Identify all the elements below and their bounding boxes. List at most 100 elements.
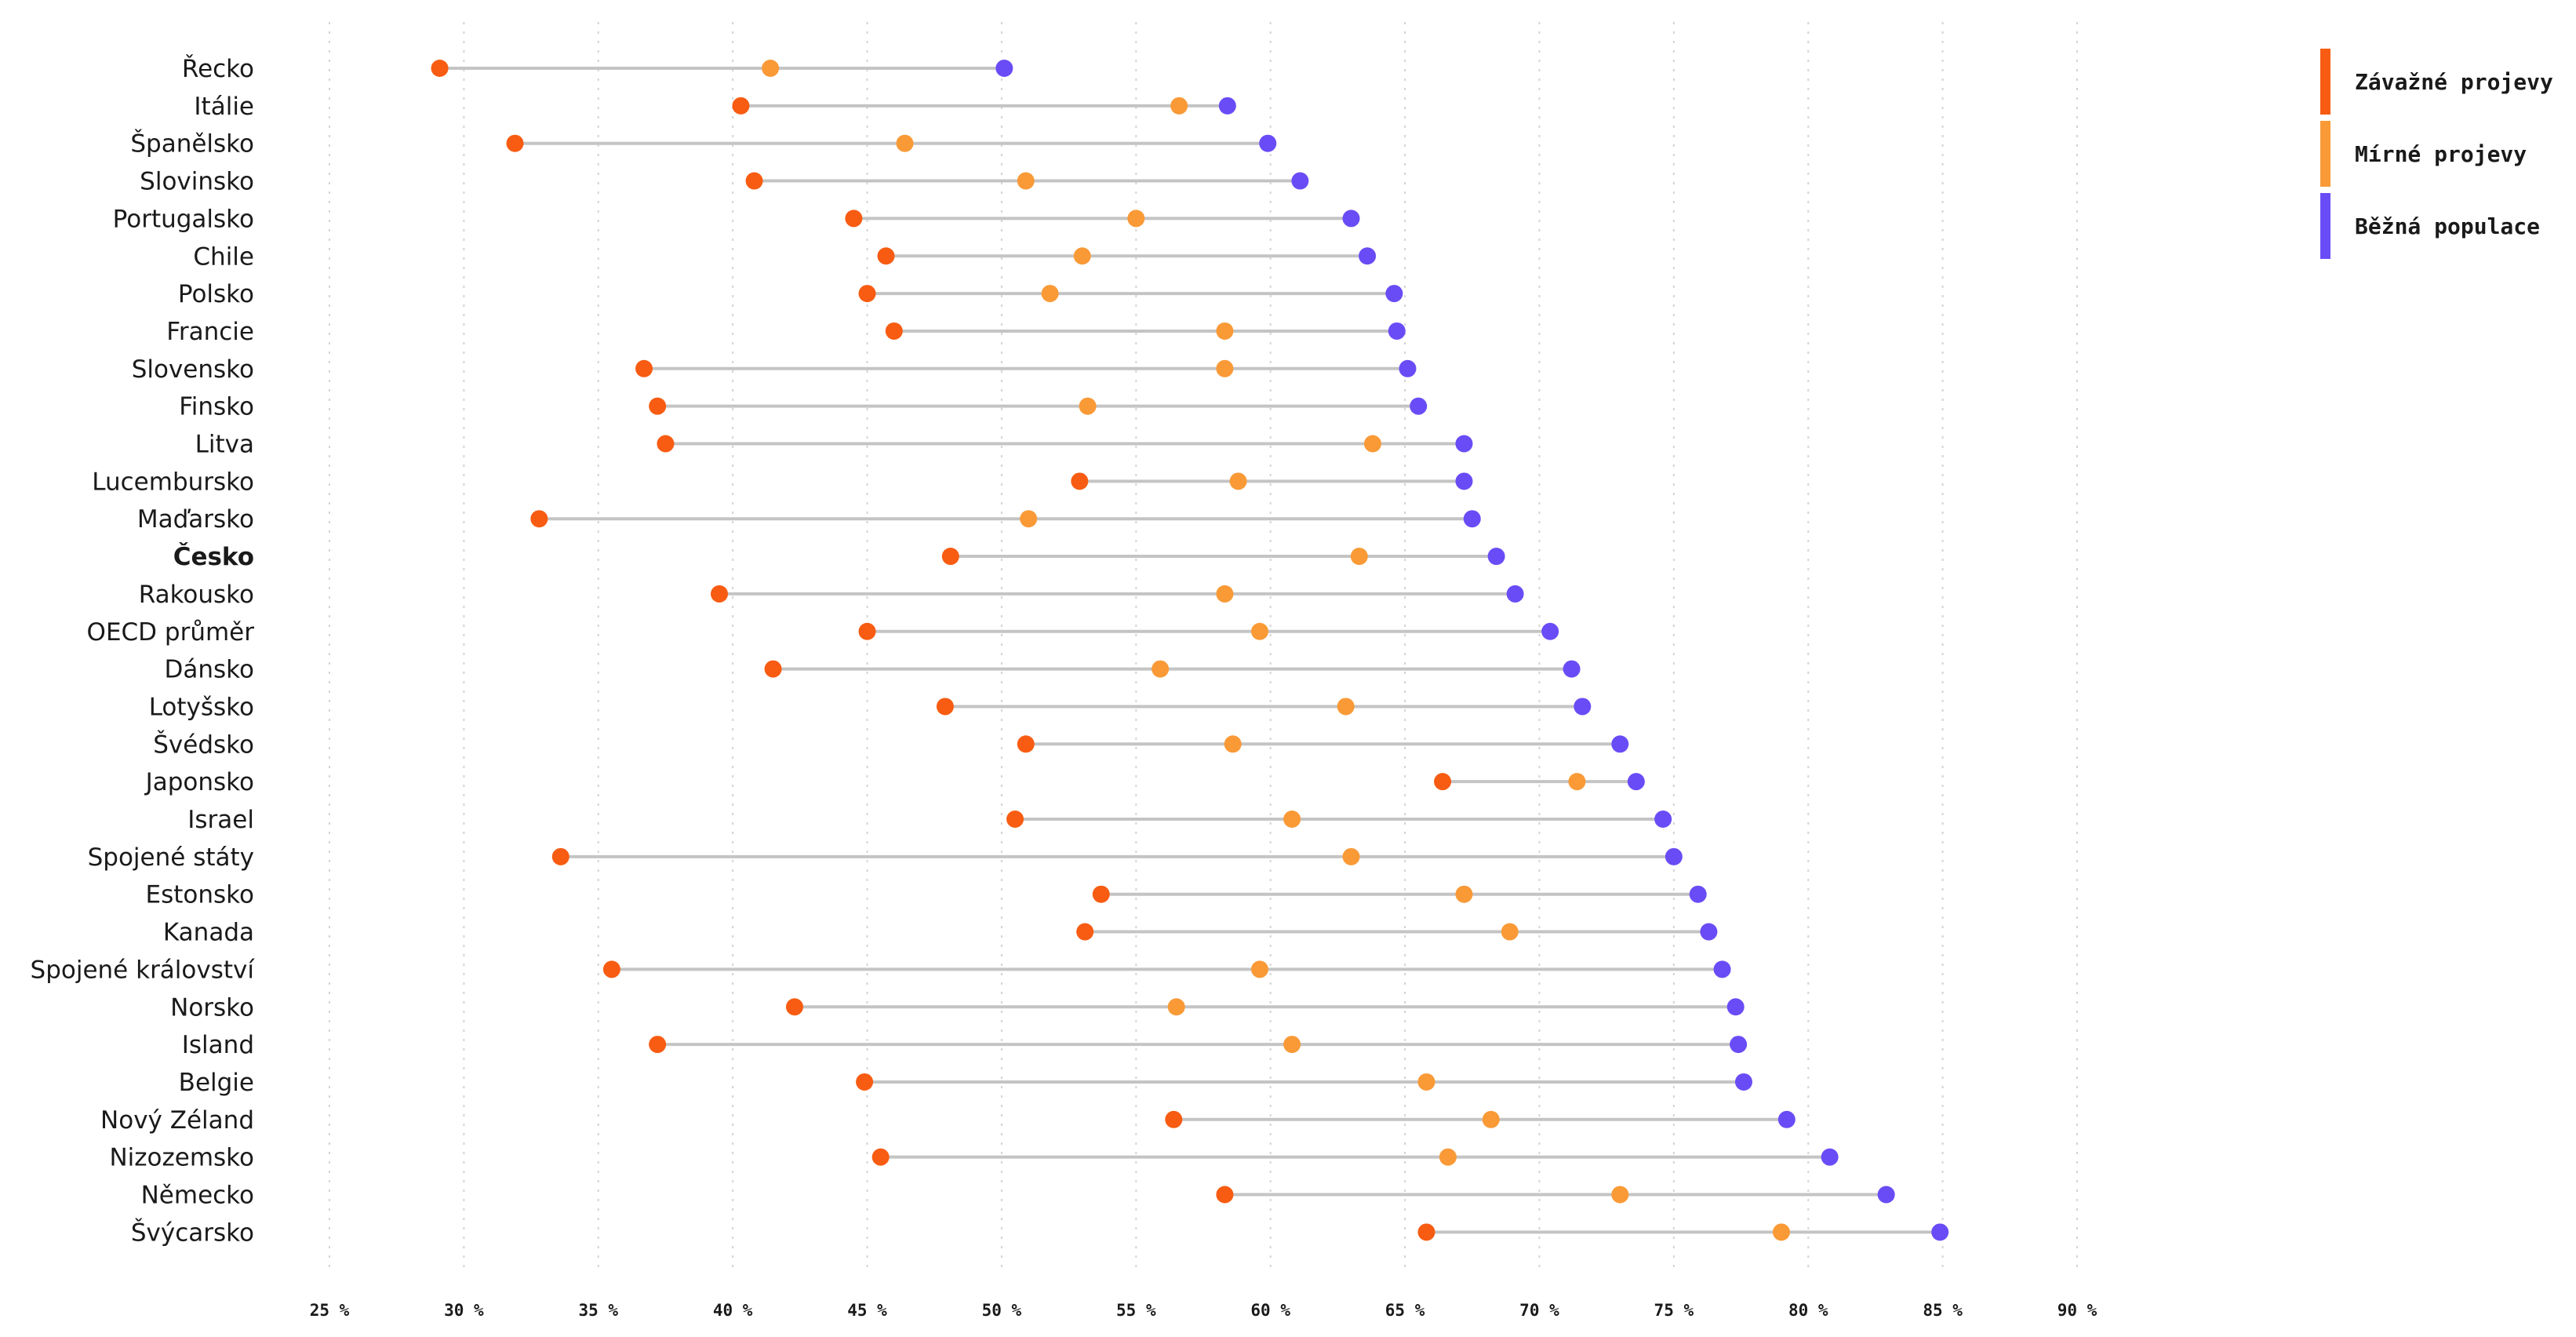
chart-row: Česko: [173, 542, 1505, 571]
legend-label: Závažné projevy: [2355, 69, 2553, 95]
country-label: Španělsko: [130, 129, 254, 158]
general-point: [1359, 247, 1377, 265]
severe-point: [1071, 472, 1089, 490]
country-label: Slovensko: [132, 355, 254, 384]
general-point: [1455, 435, 1473, 453]
chart-row: Rakousko: [139, 581, 1524, 609]
general-point: [1730, 1036, 1748, 1054]
chart-row: Portugalsko: [113, 205, 1360, 233]
x-tick-label: 60 %: [1250, 1301, 1290, 1320]
general-point: [1777, 1110, 1796, 1128]
general-point: [1218, 97, 1236, 115]
chart-row: Švédsko: [153, 730, 1629, 759]
legend-label: Běžná populace: [2355, 213, 2540, 239]
chart-row: Belgie: [179, 1069, 1752, 1097]
country-label: Slovinsko: [140, 168, 254, 196]
mild-point: [1568, 773, 1586, 791]
chart-row: Lucembursko: [92, 468, 1473, 496]
mild-point: [1073, 247, 1091, 265]
mild-point: [1216, 359, 1234, 377]
chart-row: Nový Zéland: [100, 1106, 1796, 1135]
country-label: Island: [182, 1031, 254, 1059]
country-label: Litva: [195, 431, 254, 459]
severe-point: [936, 698, 954, 716]
general-point: [1388, 322, 1406, 340]
chart-row: OECD průměr: [87, 618, 1559, 647]
severe-point: [649, 1036, 667, 1054]
country-label: Kanada: [163, 919, 254, 947]
country-label: Nizozemsko: [109, 1144, 254, 1172]
chart-row: Německo: [141, 1182, 1895, 1210]
mild-point: [1482, 1110, 1500, 1128]
severe-point: [732, 97, 750, 115]
chart-row: Lotyšsko: [149, 693, 1592, 721]
mild-point: [1250, 622, 1268, 640]
chart-row: Estonsko: [146, 881, 1707, 909]
country-label: Norsko: [170, 993, 254, 1022]
severe-point: [530, 510, 548, 528]
severe-point: [1076, 923, 1094, 941]
mild-point: [1041, 285, 1059, 303]
country-label: Řecko: [182, 55, 254, 83]
legend-swatch: [2320, 121, 2330, 187]
mild-point: [1127, 209, 1145, 228]
country-label: Dánsko: [165, 656, 254, 684]
country-label: Spojené království: [31, 956, 256, 984]
x-axis-ticks: 25 % 30 % 35 % 40 % 45 % 50 % 55 % 60 % 65 % 70 %…: [310, 1301, 2098, 1320]
mild-point: [1417, 1073, 1435, 1091]
mild-point: [1337, 698, 1355, 716]
chart-row: Francie: [166, 318, 1406, 346]
general-point: [1931, 1223, 1949, 1241]
general-point: [1506, 585, 1524, 603]
general-point: [1726, 998, 1745, 1016]
chart-row: Island: [182, 1031, 1748, 1059]
mild-point: [1152, 660, 1170, 678]
chart-row: Norsko: [170, 993, 1745, 1022]
mild-point: [762, 60, 780, 77]
x-tick-label: 35 %: [578, 1301, 618, 1320]
severe-point: [785, 998, 803, 1016]
mild-point: [1079, 397, 1097, 415]
chart-row: Dánsko: [165, 656, 1581, 684]
mild-point: [1020, 510, 1038, 528]
chart-row: Slovensko: [132, 355, 1417, 384]
x-tick-label: 45 %: [847, 1301, 887, 1320]
x-tick-label: 90 %: [2058, 1301, 2098, 1320]
severe-point: [941, 548, 959, 566]
general-point: [995, 60, 1013, 77]
mild-point: [1167, 998, 1185, 1016]
general-point: [1734, 1073, 1752, 1091]
chart-row: Kanada: [163, 919, 1718, 947]
x-tick-label: 70 %: [1519, 1301, 1559, 1320]
severe-point: [845, 209, 863, 228]
country-label: Maďarsko: [137, 505, 254, 534]
mild-point: [1216, 585, 1234, 603]
mild-point: [896, 134, 914, 152]
severe-point: [1006, 811, 1024, 828]
general-point: [1821, 1148, 1839, 1166]
severe-point: [1017, 735, 1035, 753]
chart-row: Litva: [195, 431, 1473, 459]
mild-point: [1439, 1148, 1457, 1166]
mild-point: [1501, 923, 1519, 941]
x-tick-label: 40 %: [713, 1301, 753, 1320]
mild-point: [1283, 1036, 1301, 1054]
severe-point: [877, 247, 895, 265]
x-tick-label: 65 %: [1385, 1301, 1425, 1320]
x-tick-label: 50 %: [982, 1301, 1022, 1320]
country-label: Israel: [187, 806, 254, 834]
severe-point: [1092, 885, 1110, 903]
chart-row: Slovinsko: [140, 168, 1309, 196]
country-label: Lotyšsko: [149, 693, 254, 721]
mild-point: [1772, 1223, 1790, 1241]
general-point: [1877, 1186, 1895, 1204]
country-label: Chile: [193, 242, 254, 271]
country-label: Spojené státy: [88, 843, 254, 872]
severe-point: [431, 60, 449, 77]
country-label: Česko: [173, 542, 254, 571]
severe-point: [551, 847, 569, 865]
severe-point: [602, 960, 620, 978]
general-point: [1463, 510, 1481, 528]
severe-point: [506, 134, 524, 152]
severe-point: [871, 1148, 890, 1166]
